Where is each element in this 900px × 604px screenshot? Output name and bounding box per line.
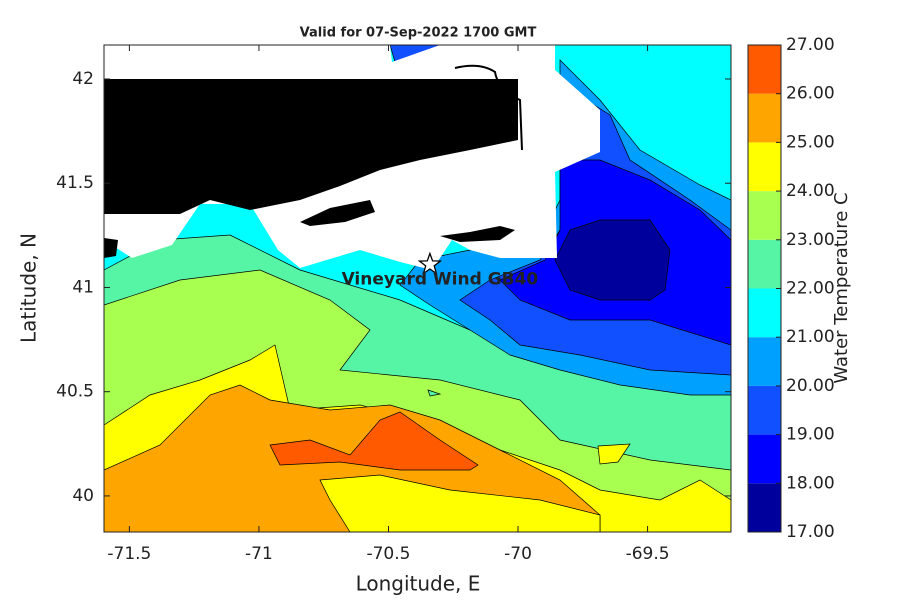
island <box>300 200 375 226</box>
y-tick-label: 41 <box>72 277 94 297</box>
colorbar-label: Water Temperature C <box>831 192 852 383</box>
colorbar-band <box>748 142 781 192</box>
colorbar-band <box>748 191 781 240</box>
colorbar-band <box>748 239 781 289</box>
colorbar-tick-label: 27.00 <box>786 35 835 55</box>
y-tick-label: 40 <box>72 486 94 506</box>
colorbar-band <box>748 288 781 338</box>
site-label: Vineyard Wind GB40 <box>342 270 539 290</box>
y-axis-label: Latitude, N <box>17 233 41 343</box>
colorbar-tick-label: 22.00 <box>786 279 835 299</box>
contour-band <box>554 219 671 301</box>
y-tick-label: 40.5 <box>56 382 94 402</box>
contour-band <box>319 474 601 532</box>
x-tick-label: -70 <box>504 544 532 564</box>
colorbar-tick-label: 18.00 <box>786 473 835 493</box>
colorbar-band <box>748 45 781 94</box>
x-tick-label: -71.5 <box>107 544 151 564</box>
colorbar-band <box>748 385 781 435</box>
colorbar-band <box>748 483 781 532</box>
colorbar-band <box>748 434 781 484</box>
site-marker <box>417 251 443 275</box>
contour-field <box>104 45 731 532</box>
x-tick-label: -70.5 <box>366 544 410 564</box>
colorbar-tick-label: 23.00 <box>786 230 835 250</box>
contour-band <box>269 411 479 471</box>
colorbar-tick-label: 19.00 <box>786 425 835 445</box>
colorbar-tick-label: 25.00 <box>786 132 835 152</box>
chart-title: Valid for 07-Sep-2022 1700 GMT <box>300 26 537 41</box>
x-axis-label: Longitude, E <box>356 572 481 596</box>
colorbar-band <box>748 337 781 386</box>
colorbar-tick-label: 26.00 <box>786 84 835 104</box>
land <box>104 79 518 214</box>
x-tick-label: -71 <box>245 544 273 564</box>
plot-frame <box>103 44 732 533</box>
contour-band <box>597 443 631 465</box>
colorbar-tick-label: 24.00 <box>786 181 835 201</box>
contour-band <box>427 389 442 397</box>
y-tick-label: 41.5 <box>56 173 94 193</box>
island <box>440 226 515 242</box>
colorbar-tick-label: 20.00 <box>786 376 835 396</box>
y-tick-label: 42 <box>72 69 94 89</box>
colorbar-tick-label: 17.00 <box>786 522 835 542</box>
colorbar-tick-label: 21.00 <box>786 327 835 347</box>
island <box>104 238 118 258</box>
colorbar-band <box>748 93 781 143</box>
land-mask <box>104 45 600 270</box>
cape-outline <box>454 64 523 151</box>
x-tick-label: -69.5 <box>626 544 670 564</box>
